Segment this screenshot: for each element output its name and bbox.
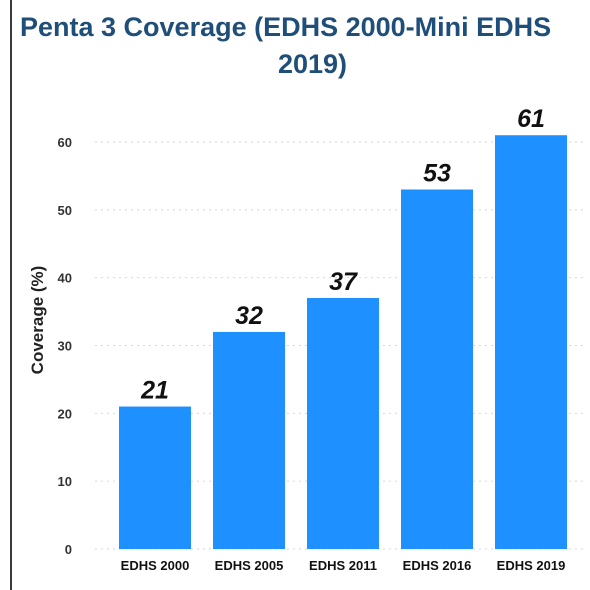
x-tick-label: EDHS 2016: [403, 558, 472, 573]
y-tick-label: 10: [58, 474, 72, 489]
data-label: 37: [329, 268, 358, 296]
x-tick-label: EDHS 2019: [497, 558, 566, 573]
bar: [119, 406, 191, 549]
y-tick-label: 40: [58, 271, 72, 286]
x-tick-label: EDHS 2000: [121, 558, 190, 573]
chart-title-line1: Penta 3 Coverage (EDHS 2000-Mini EDHS: [20, 12, 552, 42]
bar: [307, 298, 379, 549]
y-tick-label: 20: [58, 406, 72, 421]
y-tick-label: 50: [58, 203, 72, 218]
data-label: 21: [140, 377, 169, 405]
y-tick-label: 30: [58, 339, 72, 354]
y-axis-label: Coverage (%): [28, 266, 47, 375]
y-tick-label: 60: [58, 135, 72, 150]
bar: [495, 135, 567, 549]
y-tick-label: 0: [65, 542, 72, 557]
x-tick-label: EDHS 2011: [309, 558, 377, 573]
data-label: 53: [423, 159, 451, 187]
chart-title-line2: 2019): [277, 49, 348, 79]
bar: [213, 331, 285, 549]
frame-border-left: [10, 0, 12, 590]
bar: [401, 189, 473, 549]
x-tick-label: EDHS 2005: [215, 558, 284, 573]
data-label: 32: [235, 302, 263, 330]
data-label: 61: [517, 105, 545, 133]
